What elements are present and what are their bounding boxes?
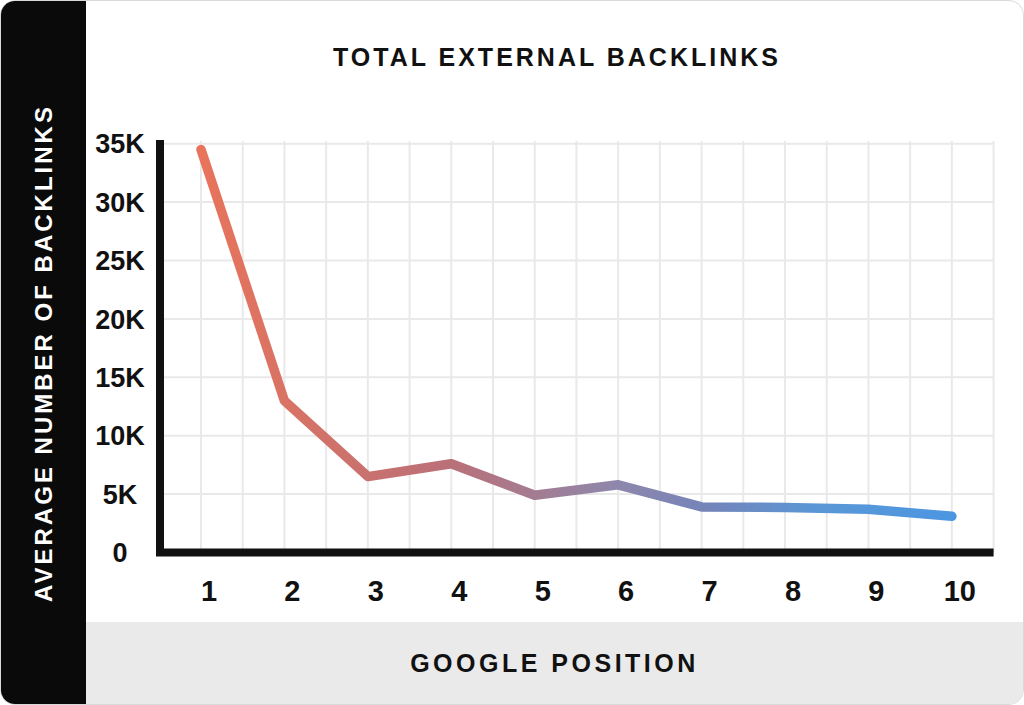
x-tick-label: 3 xyxy=(368,575,384,607)
y-tick-label: 35K xyxy=(95,129,145,159)
y-tick-labels: 0 5K 10K 15K 20K 25K 30K 35K xyxy=(95,129,145,568)
x-tick-label: 7 xyxy=(702,575,718,607)
x-tick-label: 4 xyxy=(451,575,467,607)
x-tick-label: 9 xyxy=(868,575,884,607)
y-tick-label: 5K xyxy=(103,480,138,510)
line-chart: 0 5K 10K 15K 20K 25K 30K 35K 1 2 3 4 5 6 7 8 9 10 xyxy=(1,1,1024,705)
y-tick-label: 15K xyxy=(95,363,145,393)
y-tick-label: 25K xyxy=(95,246,145,276)
x-tick-labels: 1 2 3 4 5 6 7 8 9 10 xyxy=(201,575,976,607)
x-axis-label-bar: GOOGLE POSITION xyxy=(86,622,1023,704)
x-axis-label: GOOGLE POSITION xyxy=(410,649,699,678)
chart-card: AVERAGE NUMBER OF BACKLINKS TOTAL EXTERN… xyxy=(0,0,1024,705)
x-tick-label: 2 xyxy=(284,575,300,607)
x-tick-label: 5 xyxy=(535,575,551,607)
y-tick-label: 30K xyxy=(95,188,145,218)
x-tick-label: 1 xyxy=(201,575,217,607)
x-tick-label: 6 xyxy=(618,575,634,607)
x-tick-label: 8 xyxy=(785,575,801,607)
y-tick-label: 10K xyxy=(95,421,145,451)
y-tick-label: 0 xyxy=(112,538,127,568)
x-tick-label: 10 xyxy=(944,575,976,607)
y-tick-label: 20K xyxy=(95,305,145,335)
